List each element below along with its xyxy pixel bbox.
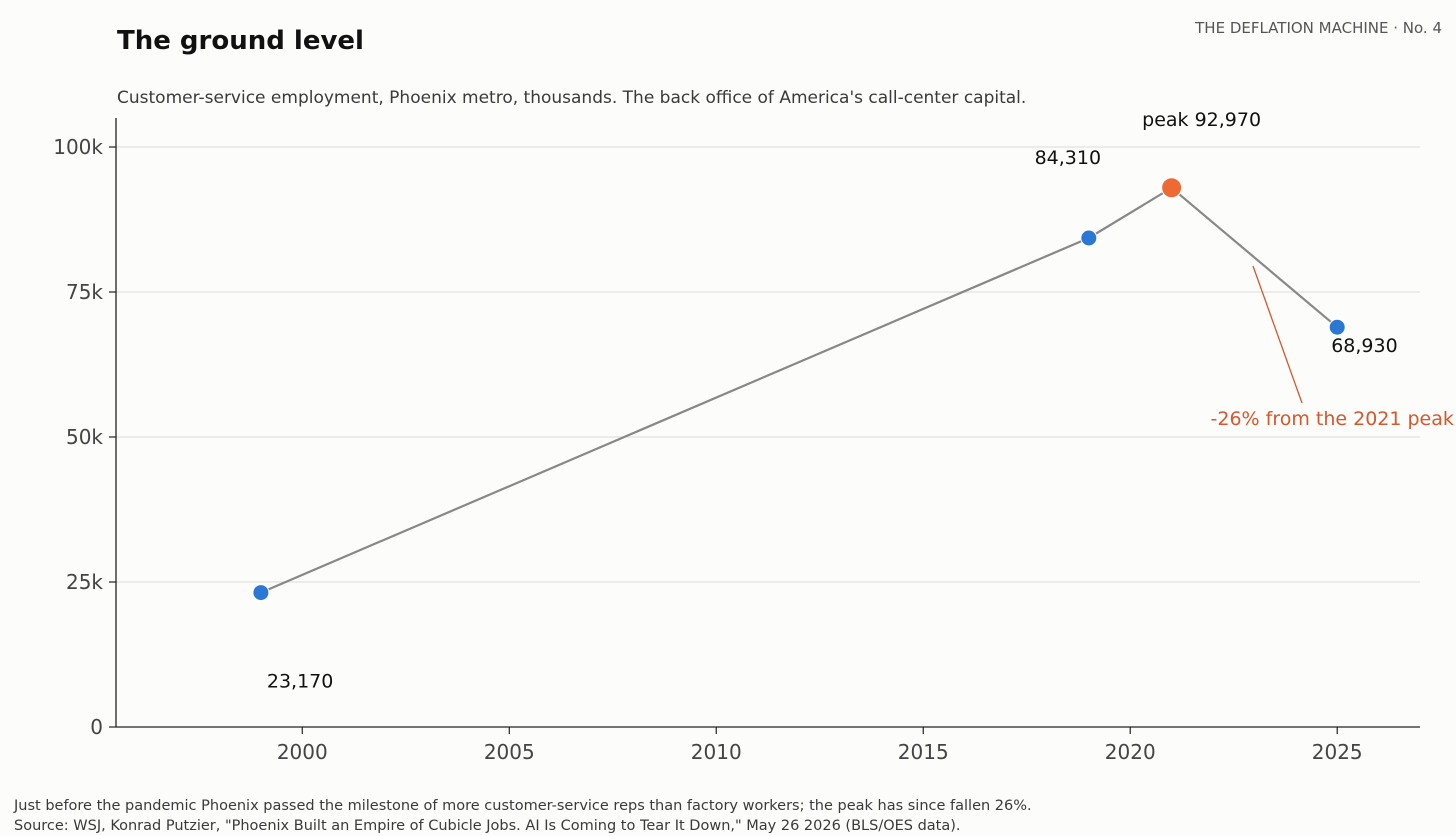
annotation-leader-line xyxy=(1252,265,1303,404)
x-tick-label: 2015 xyxy=(898,740,949,764)
series-tag: THE DEFLATION MACHINE · No. 4 xyxy=(1195,19,1442,37)
peak-point xyxy=(1161,177,1183,199)
x-tick-label: 2000 xyxy=(277,740,328,764)
y-tick-label: 0 xyxy=(90,715,103,739)
data-label: 68,930 xyxy=(1331,335,1397,357)
series-line xyxy=(260,186,1338,594)
x-tick-label: 2010 xyxy=(691,740,742,764)
footnote-source: Source: WSJ, Konrad Putzier, "Phoenix Bu… xyxy=(14,818,961,834)
chart-title: The ground level xyxy=(117,26,364,56)
data-point xyxy=(1328,318,1346,336)
y-tick-label: 25k xyxy=(66,570,103,594)
grid-lines xyxy=(116,146,1420,583)
line-chart: 0 25k 50k 75k 100k 2000 2005 2010 2015 2020 2025 2… xyxy=(53,109,1454,764)
data-point xyxy=(252,584,270,602)
y-tick-label: 100k xyxy=(53,135,103,159)
data-label: 84,310 xyxy=(1035,147,1101,169)
x-tick-label: 2005 xyxy=(484,740,535,764)
footnote: Just before the pandemic Phoenix passed … xyxy=(14,796,1032,836)
series xyxy=(252,177,1346,602)
annotation-label: -26% from the 2021 peak xyxy=(1211,408,1454,430)
data-label: peak 92,970 xyxy=(1142,109,1261,131)
y-tick-label: 75k xyxy=(66,280,103,304)
footnote-note: Just before the pandemic Phoenix passed … xyxy=(14,798,1032,814)
x-tick-label: 2020 xyxy=(1105,740,1156,764)
annotation: -26% from the 2021 peak xyxy=(1211,265,1454,430)
axes: 0 25k 50k 75k 100k 2000 2005 2010 2015 2020 2025 xyxy=(53,118,1420,764)
data-labels: 23,170 84,310 peak 92,970 68,930 xyxy=(267,109,1398,693)
chart-subtitle: Customer-service employment, Phoenix met… xyxy=(117,88,1027,108)
y-tick-label: 50k xyxy=(66,425,103,449)
x-tick-label: 2025 xyxy=(1312,740,1363,764)
data-label: 23,170 xyxy=(267,671,333,693)
data-point xyxy=(1080,229,1098,247)
